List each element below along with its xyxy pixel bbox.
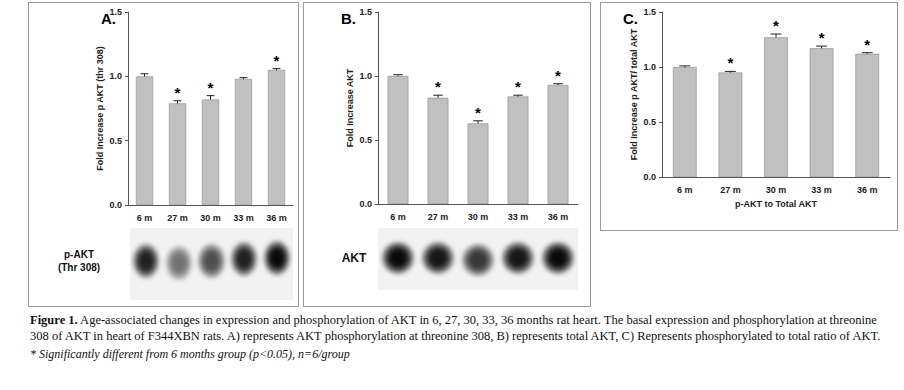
svg-text:0.5: 0.5 xyxy=(643,117,656,127)
svg-text:27 m: 27 m xyxy=(428,212,449,222)
svg-text:*: * xyxy=(727,54,733,71)
html-text:p-AKT: p-AKT xyxy=(64,249,94,260)
svg-text:*: * xyxy=(435,78,441,95)
svg-text:B.: B. xyxy=(341,10,356,27)
svg-text:*: * xyxy=(274,52,280,69)
svg-text:*: * xyxy=(819,29,825,46)
svg-text:6 m: 6 m xyxy=(677,185,693,195)
svg-text:36 m: 36 m xyxy=(548,212,569,222)
svg-text:0.5: 0.5 xyxy=(359,135,372,145)
svg-text:*: * xyxy=(864,36,870,53)
svg-text:1.0: 1.0 xyxy=(643,62,656,72)
svg-text:27 m: 27 m xyxy=(720,185,741,195)
html-text:Figure 1. Age-associated chang: Figure 1. Age-associated changes in expr… xyxy=(30,313,881,343)
html-text:(Thr 308): (Thr 308) xyxy=(57,262,101,273)
svg-text:*: * xyxy=(515,78,521,95)
svg-text:0.0: 0.0 xyxy=(359,199,372,209)
svg-text:C.: C. xyxy=(623,10,638,27)
svg-text:6 m: 6 m xyxy=(137,213,153,223)
svg-text:1.5: 1.5 xyxy=(643,7,656,17)
svg-text:6 m: 6 m xyxy=(390,212,406,222)
svg-text:p-AKT to Total AKT: p-AKT to Total AKT xyxy=(735,199,817,209)
svg-text:36 m: 36 m xyxy=(857,185,878,195)
svg-text:30 m: 30 m xyxy=(766,185,787,195)
svg-text:30 m: 30 m xyxy=(468,212,489,222)
svg-text:33 m: 33 m xyxy=(233,213,254,223)
svg-text:36 m: 36 m xyxy=(266,213,287,223)
svg-text:27 m: 27 m xyxy=(167,213,188,223)
svg-text:A.: A. xyxy=(101,10,116,27)
svg-text:Fold Increase p AKT (thr 308): Fold Increase p AKT (thr 308) xyxy=(95,46,105,171)
html-text:AKT: AKT xyxy=(341,251,367,265)
svg-text:*: * xyxy=(175,84,181,101)
svg-text:1.0: 1.0 xyxy=(359,71,372,81)
svg-text:1.0: 1.0 xyxy=(109,71,122,81)
svg-text:0.5: 0.5 xyxy=(109,136,122,146)
svg-text:*: * xyxy=(773,17,779,34)
svg-text:33 m: 33 m xyxy=(811,185,832,195)
svg-text:30 m: 30 m xyxy=(200,213,221,223)
svg-text:0.0: 0.0 xyxy=(109,200,122,210)
svg-text:0.0: 0.0 xyxy=(643,172,656,182)
svg-text:Fold Increase AKT: Fold Increase AKT xyxy=(345,68,355,147)
svg-text:*: * xyxy=(475,104,481,121)
svg-text:*: * xyxy=(208,79,214,96)
svg-text:Fold Increase p AKT/ total AKT: Fold Increase p AKT/ total AKT xyxy=(629,28,639,160)
svg-text:*: * xyxy=(555,67,561,84)
svg-text:1.5: 1.5 xyxy=(359,7,372,17)
svg-text:33 m: 33 m xyxy=(508,212,529,222)
html-text:* Significantly different from: * Significantly different from 6 months … xyxy=(30,347,350,361)
